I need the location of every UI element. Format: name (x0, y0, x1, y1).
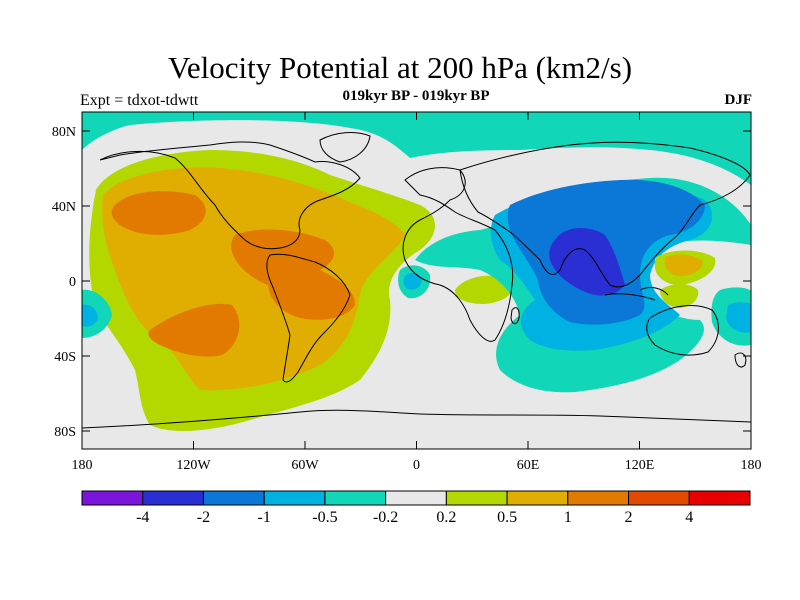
colorbar: -4 -2 -1 -0.5 -0.2 0.2 0.5 1 2 4 (81, 490, 751, 526)
contour-negative-05-atlantic (403, 272, 422, 290)
coastline-australia (646, 305, 719, 356)
coastline-antarctica (82, 409, 751, 429)
contour-positive-05-west-pacific (664, 254, 703, 277)
colorbar-label: 0.2 (436, 509, 456, 526)
y-tick-label: 40N (52, 200, 76, 215)
contour-positive-02-australia (660, 284, 699, 308)
coastline-new-zealand (734, 352, 747, 368)
colorbar-label: 0.5 (497, 509, 517, 526)
colorbar-label: -1 (258, 509, 271, 526)
y-tick-label: 0 (69, 275, 76, 290)
x-tick-label: 60E (517, 458, 540, 473)
contour-negative-05-west-edge (82, 304, 98, 327)
season-label: DJF (724, 92, 753, 108)
y-tick-label: 40S (54, 350, 76, 365)
colorbar-swatch (506, 490, 569, 506)
x-axis: 180 120W 60W 0 60E 120E 180 (72, 112, 762, 473)
coastline-europe-africa (402, 167, 514, 342)
coastline-greenland (319, 132, 371, 163)
coastline-asia (459, 141, 751, 288)
x-tick-label: 60W (291, 458, 319, 473)
colorbar-label: -2 (197, 509, 210, 526)
coastline-madagascar (510, 307, 520, 325)
coastlines (82, 132, 751, 429)
colorbar-swatch (628, 490, 690, 506)
x-tick-label: 120E (625, 458, 655, 473)
y-axis: 80N 40N 0 40S 80S (52, 125, 751, 440)
colorbar-swatch (385, 490, 447, 506)
y-tick-label: 80N (52, 125, 76, 140)
colorbar-swatch (324, 490, 387, 506)
contour-positive-02-africa (455, 275, 514, 304)
colorbar-swatch (688, 490, 751, 506)
y-tick-label: 80S (54, 425, 76, 440)
colorbar-label: -0.2 (373, 509, 398, 526)
x-tick-label: 120W (176, 458, 211, 473)
colorbar-swatch (263, 490, 326, 506)
coastline-south-america (266, 253, 351, 383)
experiment-label: Expt = tdxot-tdwtt (80, 92, 199, 109)
colorbar-label: 1 (564, 509, 572, 526)
x-tick-label: 180 (741, 458, 762, 473)
coastline-indonesia (604, 287, 669, 301)
contour-positive-1-south-pacific (148, 303, 240, 357)
colorbar-label: -4 (136, 509, 149, 526)
colorbar-label: 2 (625, 509, 633, 526)
colorbar-swatch (567, 490, 630, 506)
x-tick-label: 180 (72, 458, 93, 473)
contour-positive-1-tropical-america (231, 229, 355, 320)
x-tick-label: 0 (413, 458, 420, 473)
contour-positive-1-north-pacific (111, 191, 206, 235)
plot-subtitle: 019kyr BP - 019kyr BP (342, 88, 490, 104)
colorbar-swatch (142, 490, 204, 506)
coastline-north-america (99, 141, 361, 250)
colorbar-swatch (81, 490, 144, 506)
colorbar-swatch (445, 490, 508, 506)
colorbar-label: 4 (685, 509, 693, 526)
contour-negative-05-east-edge (726, 302, 751, 333)
contour-field (82, 112, 751, 449)
colorbar-swatch (202, 490, 265, 506)
contour-negative-02-north (82, 112, 751, 185)
colorbar-label: -0.5 (312, 509, 337, 526)
plot-title: Velocity Potential at 200 hPa (km2/s) (167, 50, 633, 85)
